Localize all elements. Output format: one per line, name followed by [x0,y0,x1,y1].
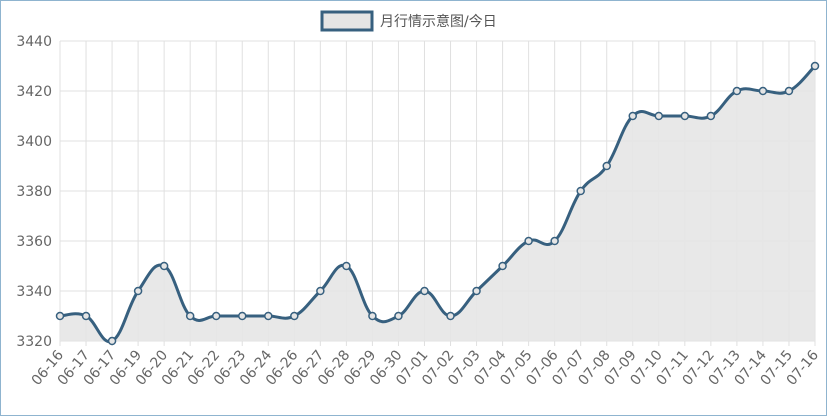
point [628,111,638,121]
point [159,261,169,271]
y-tick-label: 3420 [16,84,52,100]
point [732,86,742,96]
point [264,311,273,321]
point [576,186,585,196]
y-tick-label: 3380 [16,184,52,200]
point [107,336,117,346]
point [394,311,403,321]
point [784,86,794,96]
point [706,111,716,121]
y-tick-label: 3320 [16,334,52,350]
point [133,286,143,296]
point [342,261,351,271]
point [498,261,507,271]
point [420,286,429,296]
point [654,111,664,121]
point [290,311,299,321]
point [368,311,377,321]
legend-label: 月行情示意图/今日 [380,13,497,30]
legend-swatch [320,10,374,32]
point [446,311,455,321]
point [550,236,559,246]
y-tick-label: 3340 [16,284,52,300]
area [60,66,815,342]
point [524,236,533,246]
y-tick-label: 3360 [16,234,52,250]
point [680,111,690,121]
point [602,161,611,171]
y-tick-label: 3440 [16,34,52,50]
point [211,311,221,321]
point [810,61,820,71]
point [185,311,195,321]
point [472,286,481,296]
y-tick-label: 3400 [16,134,52,150]
point [316,286,325,296]
point [237,311,247,321]
point [758,86,768,96]
point [81,311,91,321]
point [55,311,65,321]
